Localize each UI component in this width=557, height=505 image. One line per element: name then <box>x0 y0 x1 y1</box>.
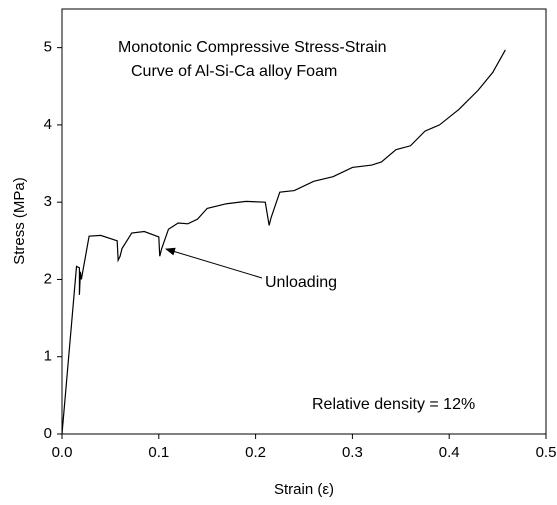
x-tick-label: 0.4 <box>439 444 460 461</box>
x-tick-label: 0.2 <box>245 444 266 461</box>
chart-title: Monotonic Compressive Stress-Strain <box>118 39 387 56</box>
y-tick-label: 4 <box>44 116 52 133</box>
y-tick-label: 3 <box>44 193 52 210</box>
x-tick-label: 0.0 <box>52 444 73 461</box>
x-tick-label: 0.1 <box>148 444 169 461</box>
y-tick-label: 0 <box>44 425 52 442</box>
chart-title: Curve of Al-Si-Ca alloy Foam <box>131 63 337 80</box>
annotation: Unloading <box>265 274 337 291</box>
y-tick-label: 1 <box>44 348 52 365</box>
x-axis-label: Strain (ε) <box>274 481 334 498</box>
y-axis-label: Stress (MPa) <box>11 177 28 265</box>
plot-frame <box>61 8 547 435</box>
x-tick-label: 0.5 <box>536 444 557 461</box>
y-tick-label: 2 <box>44 270 52 287</box>
stress-strain-curve <box>61 49 506 435</box>
annotation-arrow <box>165 247 263 279</box>
annotation: Relative density = 12% <box>312 396 475 413</box>
y-tick-label: 5 <box>44 39 52 56</box>
x-tick-label: 0.3 <box>342 444 363 461</box>
